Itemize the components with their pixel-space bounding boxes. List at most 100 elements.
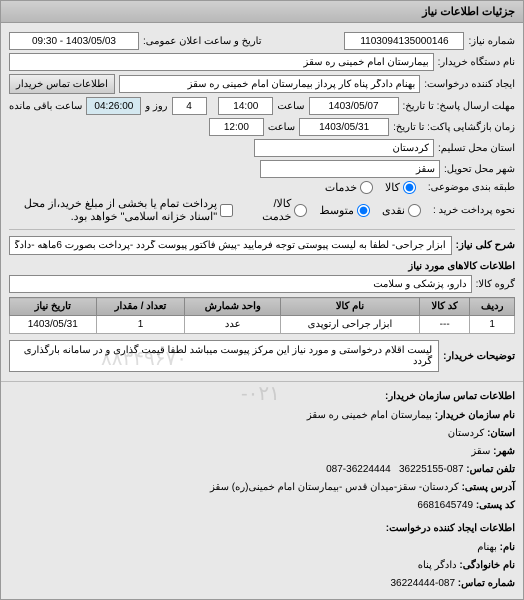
creator-name: نام: بهنام [9, 539, 515, 556]
lbl-city: شهر: [493, 446, 515, 457]
label-goods-group: گروه کالا: [476, 279, 515, 290]
label-classification: طبقه بندی موضوعی: [428, 182, 515, 193]
details-panel: جزئیات اطلاعات نیاز شماره نیاز: تاریخ و … [0, 0, 524, 600]
row-goods-group: گروه کالا: [9, 275, 515, 293]
radio-cash[interactable]: نقدی [382, 204, 421, 217]
buyer-notes-box: لیست اقلام درخواستی و مورد نیاز این مرکز… [9, 340, 439, 372]
field-creator[interactable] [119, 75, 420, 93]
val-prov: کردستان [448, 428, 485, 439]
field-time-remaining[interactable] [86, 97, 141, 115]
field-buyer-org[interactable] [9, 53, 434, 71]
lbl-postal: کد پستی: [476, 500, 515, 511]
radio-goods[interactable]: کالا [385, 181, 416, 194]
row-delivery-city: شهر محل تحویل: [9, 160, 515, 178]
val-cphone: 087-36224444 [390, 578, 455, 589]
table-header-row: ردیف کد کالا نام کالا واحد شمارش تعداد /… [10, 298, 515, 316]
val-phone: 087-36225155 [399, 464, 464, 475]
label-buyer-notes: توضیحات خریدار: [443, 351, 515, 362]
field-goods-group[interactable] [9, 275, 472, 293]
field-announce-datetime[interactable] [9, 32, 139, 50]
radio-services[interactable]: خدمات [325, 181, 373, 194]
field-description[interactable] [9, 236, 452, 255]
radio-services-label: خدمات [325, 181, 357, 194]
lbl-cphone: شماره تماس: [458, 578, 515, 589]
val-cname: بهنام [477, 542, 497, 553]
lbl-clast: نام خانوادگی: [459, 560, 515, 571]
contact-section-title: اطلاعات تماس سازمان خریدار: [9, 388, 515, 405]
row-delivery-province: استان محل تسلیم: [9, 139, 515, 157]
panel-body: شماره نیاز: تاریخ و ساعت اعلان عمومی: نا… [1, 23, 523, 381]
th-name: نام کالا [281, 298, 420, 316]
val-addr: کردستان- سقز-میدان قدس -بیمارستان امام خ… [210, 482, 459, 493]
label-delivery-province: استان محل تسلیم: [438, 143, 515, 154]
cell-row-num: 1 [470, 316, 515, 334]
contact-province: استان: کردستان [9, 425, 515, 442]
row-buyer-notes: توضیحات خریدار: لیست اقلام درخواستی و مو… [9, 340, 515, 372]
lbl-phone: تلفن تماس: [466, 464, 515, 475]
creator-lastname: نام خانوادگی: دادگر پناه [9, 557, 515, 574]
checkbox-treasury[interactable]: پرداخت تمام یا بخشی از مبلغ خرید،از محل … [9, 197, 233, 223]
radio-services-input[interactable] [360, 181, 373, 194]
field-opening-time[interactable] [209, 118, 264, 136]
creator-section-title: اطلاعات ایجاد کننده درخواست: [9, 520, 515, 537]
radio-goods-input[interactable] [403, 181, 416, 194]
val-org: بیمارستان امام خمینی ره سقز [307, 410, 432, 421]
row-creator: ایجاد کننده درخواست: اطلاعات تماس خریدار [9, 74, 515, 94]
val-postal: 6681645749 [417, 500, 473, 511]
field-opening-date[interactable] [299, 118, 389, 136]
row-buyer-org: نام دستگاه خریدار: [9, 53, 515, 71]
field-days-remaining[interactable] [172, 97, 207, 115]
contact-org-name: نام سازمان خریدار: بیمارستان امام خمینی … [9, 407, 515, 424]
th-unit: واحد شمارش [185, 298, 281, 316]
radio-medium-label: متوسط [319, 204, 354, 217]
label-hour-1: ساعت [277, 101, 304, 112]
field-delivery-province[interactable] [254, 139, 434, 157]
label-opening: زمان بازگشایی پاکت: تا تاریخ: [393, 122, 515, 133]
row-payment-method: نحوه پرداخت خرید : نقدی متوسط کالا/خدمت … [9, 197, 515, 223]
label-time-remaining: ساعت باقی مانده [9, 101, 82, 112]
lbl-addr: آدرس پستی: [462, 482, 515, 493]
label-days-and: روز و [145, 101, 167, 112]
val-clast: دادگر پناه [418, 560, 457, 571]
label-hour-2: ساعت [268, 122, 295, 133]
cell-unit: عدد [185, 316, 281, 334]
contact-section: اطلاعات تماس سازمان خریدار: نام سازمان خ… [1, 381, 523, 599]
radio-medium-input[interactable] [357, 204, 370, 217]
label-creator: ایجاد کننده درخواست: [424, 79, 515, 90]
label-announce-datetime: تاریخ و ساعت اعلان عمومی: [143, 36, 262, 47]
checkbox-treasury-input[interactable] [220, 204, 233, 217]
field-delivery-city[interactable] [260, 160, 440, 178]
row-request-number: شماره نیاز: تاریخ و ساعت اعلان عمومی: [9, 32, 515, 50]
lbl-org: نام سازمان خریدار: [435, 410, 515, 421]
creator-phone: شماره تماس: 087-36224444 [9, 575, 515, 592]
contact-address: آدرس پستی: کردستان- سقز-میدان قدس -بیمار… [9, 479, 515, 496]
cell-code: --- [419, 316, 469, 334]
lbl-cname: نام: [500, 542, 515, 553]
label-description: شرح کلی نیاز: [456, 240, 515, 251]
buyer-contact-button[interactable]: اطلاعات تماس خریدار [9, 74, 115, 94]
radio-goods-service-input[interactable] [294, 204, 307, 217]
radio-medium[interactable]: متوسط [319, 204, 370, 217]
cell-date: 1403/05/31 [10, 316, 97, 334]
radio-cash-input[interactable] [408, 204, 421, 217]
table-row[interactable]: 1 --- ابزار جراحی ارتوپدی عدد 1 1403/05/… [10, 316, 515, 334]
cell-qty: 1 [96, 316, 185, 334]
contact-city: شهر: سقز [9, 443, 515, 460]
field-deadline-time[interactable] [218, 97, 273, 115]
val-phone2: 36224444-087 [326, 464, 391, 475]
radio-goods-service-label: کالا/خدمت [262, 197, 291, 223]
radio-cash-label: نقدی [382, 204, 405, 217]
lbl-prov: استان: [487, 428, 515, 439]
row-opening: زمان بازگشایی پاکت: تا تاریخ: ساعت [9, 118, 515, 136]
val-city: سقز [471, 446, 490, 457]
panel-title: جزئیات اطلاعات نیاز [1, 1, 523, 23]
th-code: کد کالا [419, 298, 469, 316]
field-request-number[interactable] [344, 32, 464, 50]
section-goods-info: اطلاعات کالاهای مورد نیاز [9, 261, 515, 272]
field-deadline-date[interactable] [309, 97, 399, 115]
th-need-date: تاریخ نیاز [10, 298, 97, 316]
radio-goods-label: کالا [385, 181, 400, 194]
label-delivery-city: شهر محل تحویل: [444, 164, 515, 175]
radio-goods-service[interactable]: کالا/خدمت [262, 197, 307, 223]
cell-name: ابزار جراحی ارتوپدی [281, 316, 420, 334]
